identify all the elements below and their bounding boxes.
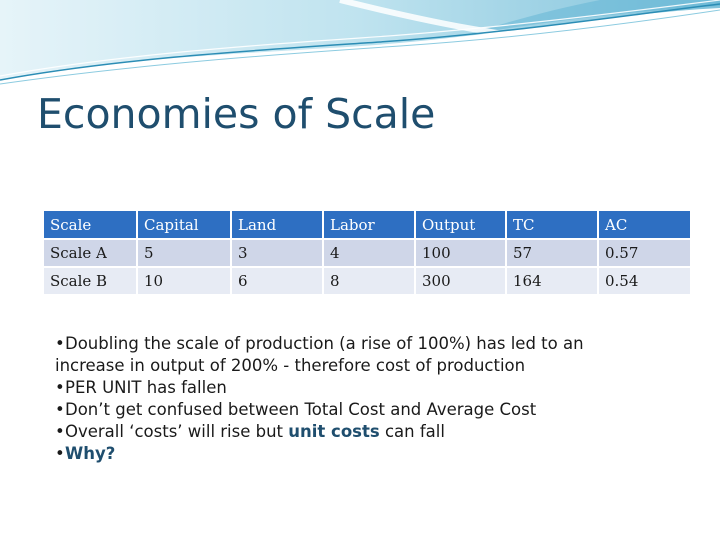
column-header-ac: AC: [597, 209, 692, 240]
why-question: Why?: [65, 444, 116, 463]
bullet-marker: •: [55, 400, 65, 419]
table-cell: Scale B: [42, 266, 138, 296]
table-row: Scale B 10 6 8 300 164 0.54: [42, 266, 692, 296]
table-cell: 8: [322, 266, 416, 296]
bullet-item-doubling-scale: •Doubling the scale of production (a ris…: [55, 333, 685, 377]
table-cell: 57: [505, 238, 599, 268]
bullet-marker: •: [55, 422, 65, 441]
bullet-item-total-vs-average: •Don’t get confused between Total Cost a…: [55, 399, 685, 421]
bullet-text-end: can fall: [379, 422, 445, 441]
bullet-text: Overall ‘costs’ will rise but: [65, 422, 289, 441]
table-cell: 6: [230, 266, 324, 296]
table-cell: Scale A: [42, 238, 138, 268]
bullet-marker: •: [55, 378, 65, 397]
table-cell: 100: [414, 238, 507, 268]
header-wave-decoration: [0, 0, 720, 85]
table-cell: 5: [136, 238, 232, 268]
table-cell: 10: [136, 266, 232, 296]
table-cell: 3: [230, 238, 324, 268]
bullet-marker: •: [55, 334, 65, 353]
bullet-item-per-unit: •PER UNIT has fallen: [55, 377, 685, 399]
bullet-text: Doubling the scale of production (a rise…: [65, 334, 584, 353]
table-cell: 300: [414, 266, 507, 296]
economies-of-scale-table: Scale Capital Land Labor Output TC AC Sc…: [42, 209, 692, 296]
column-header-tc: TC: [505, 209, 599, 240]
unit-costs-emphasis: unit costs: [288, 422, 380, 441]
column-header-scale: Scale: [42, 209, 138, 240]
bullet-text-continuation: increase in output of 200% - therefore c…: [55, 356, 526, 375]
bullet-list: •Doubling the scale of production (a ris…: [55, 333, 685, 465]
bullet-text: PER UNIT has fallen: [65, 378, 227, 397]
column-header-output: Output: [414, 209, 507, 240]
table-row: Scale A 5 3 4 100 57 0.57: [42, 238, 692, 268]
column-header-labor: Labor: [322, 209, 416, 240]
bullet-marker: •: [55, 444, 65, 463]
column-header-land: Land: [230, 209, 324, 240]
bullet-item-overall-costs: •Overall ‘costs’ will rise but unit cost…: [55, 421, 685, 443]
table-cell: 4: [322, 238, 416, 268]
table-cell: 0.54: [597, 266, 692, 296]
table-cell: 164: [505, 266, 599, 296]
bullet-item-why: •Why?: [55, 443, 685, 465]
table-cell: 0.57: [597, 238, 692, 268]
table-header-row: Scale Capital Land Labor Output TC AC: [42, 209, 692, 240]
column-header-capital: Capital: [136, 209, 232, 240]
slide-title: Economies of Scale: [37, 90, 436, 138]
bullet-text: Don’t get confused between Total Cost an…: [65, 400, 537, 419]
